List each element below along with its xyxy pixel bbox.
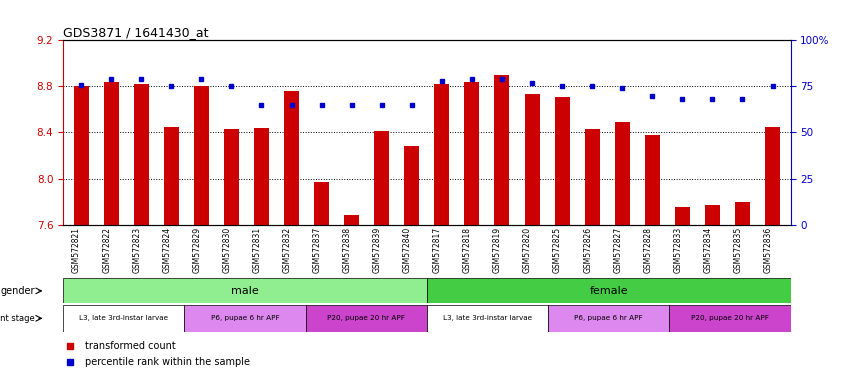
- Bar: [674, 207, 690, 225]
- Bar: [374, 131, 389, 225]
- Bar: [193, 86, 209, 225]
- Text: female: female: [590, 286, 628, 296]
- Bar: [405, 146, 420, 225]
- Text: GSM572829: GSM572829: [193, 227, 201, 273]
- Text: GSM572833: GSM572833: [674, 227, 682, 273]
- Bar: [426, 305, 548, 332]
- Text: L3, late 3rd-instar larvae: L3, late 3rd-instar larvae: [79, 315, 168, 321]
- Bar: [495, 75, 510, 225]
- Bar: [284, 91, 299, 225]
- Text: GSM572836: GSM572836: [764, 227, 773, 273]
- Bar: [735, 202, 750, 225]
- Bar: [615, 122, 630, 225]
- Bar: [314, 182, 329, 225]
- Bar: [705, 205, 720, 225]
- Text: GSM572832: GSM572832: [283, 227, 292, 273]
- Bar: [765, 127, 780, 225]
- Bar: [584, 129, 600, 225]
- Text: transformed count: transformed count: [85, 341, 176, 351]
- Text: GSM572839: GSM572839: [373, 227, 382, 273]
- Bar: [464, 82, 479, 225]
- Text: GSM572822: GSM572822: [102, 227, 111, 273]
- Bar: [63, 278, 426, 303]
- Text: GSM572830: GSM572830: [222, 227, 231, 273]
- Text: GSM572823: GSM572823: [132, 227, 141, 273]
- Text: GSM572819: GSM572819: [493, 227, 502, 273]
- Text: GSM572840: GSM572840: [403, 227, 412, 273]
- Text: GSM572824: GSM572824: [162, 227, 172, 273]
- Text: GSM572821: GSM572821: [72, 227, 81, 273]
- Text: development stage: development stage: [0, 314, 34, 323]
- Bar: [645, 135, 660, 225]
- Text: P20, pupae 20 hr APF: P20, pupae 20 hr APF: [327, 315, 405, 321]
- Text: P20, pupae 20 hr APF: P20, pupae 20 hr APF: [691, 315, 769, 321]
- Bar: [134, 84, 149, 225]
- Text: male: male: [231, 286, 259, 296]
- Text: L3, late 3rd-instar larvae: L3, late 3rd-instar larvae: [443, 315, 532, 321]
- Text: GSM572828: GSM572828: [643, 227, 653, 273]
- Bar: [63, 305, 184, 332]
- Bar: [103, 82, 119, 225]
- Text: GSM572818: GSM572818: [463, 227, 472, 273]
- Text: GSM572820: GSM572820: [523, 227, 532, 273]
- Bar: [224, 129, 239, 225]
- Text: GSM572838: GSM572838: [342, 227, 352, 273]
- Text: GSM572835: GSM572835: [733, 227, 743, 273]
- Text: GSM572825: GSM572825: [553, 227, 562, 273]
- Bar: [184, 305, 305, 332]
- Text: GSM572834: GSM572834: [703, 227, 712, 273]
- Bar: [164, 127, 179, 225]
- Bar: [305, 305, 426, 332]
- Bar: [525, 94, 540, 225]
- Text: GSM572837: GSM572837: [313, 227, 321, 273]
- Bar: [254, 128, 269, 225]
- Text: P6, pupae 6 hr APF: P6, pupae 6 hr APF: [210, 315, 279, 321]
- Bar: [434, 84, 449, 225]
- Text: GSM572831: GSM572831: [252, 227, 262, 273]
- Text: GSM572827: GSM572827: [613, 227, 622, 273]
- Text: GSM572826: GSM572826: [583, 227, 592, 273]
- Text: GSM572817: GSM572817: [433, 227, 442, 273]
- Bar: [344, 215, 359, 225]
- Text: P6, pupae 6 hr APF: P6, pupae 6 hr APF: [574, 315, 643, 321]
- Text: percentile rank within the sample: percentile rank within the sample: [85, 357, 250, 367]
- Bar: [554, 97, 569, 225]
- Bar: [426, 278, 791, 303]
- Bar: [669, 305, 791, 332]
- Text: gender: gender: [0, 286, 34, 296]
- Bar: [74, 86, 88, 225]
- Text: GDS3871 / 1641430_at: GDS3871 / 1641430_at: [63, 26, 209, 39]
- Bar: [548, 305, 669, 332]
